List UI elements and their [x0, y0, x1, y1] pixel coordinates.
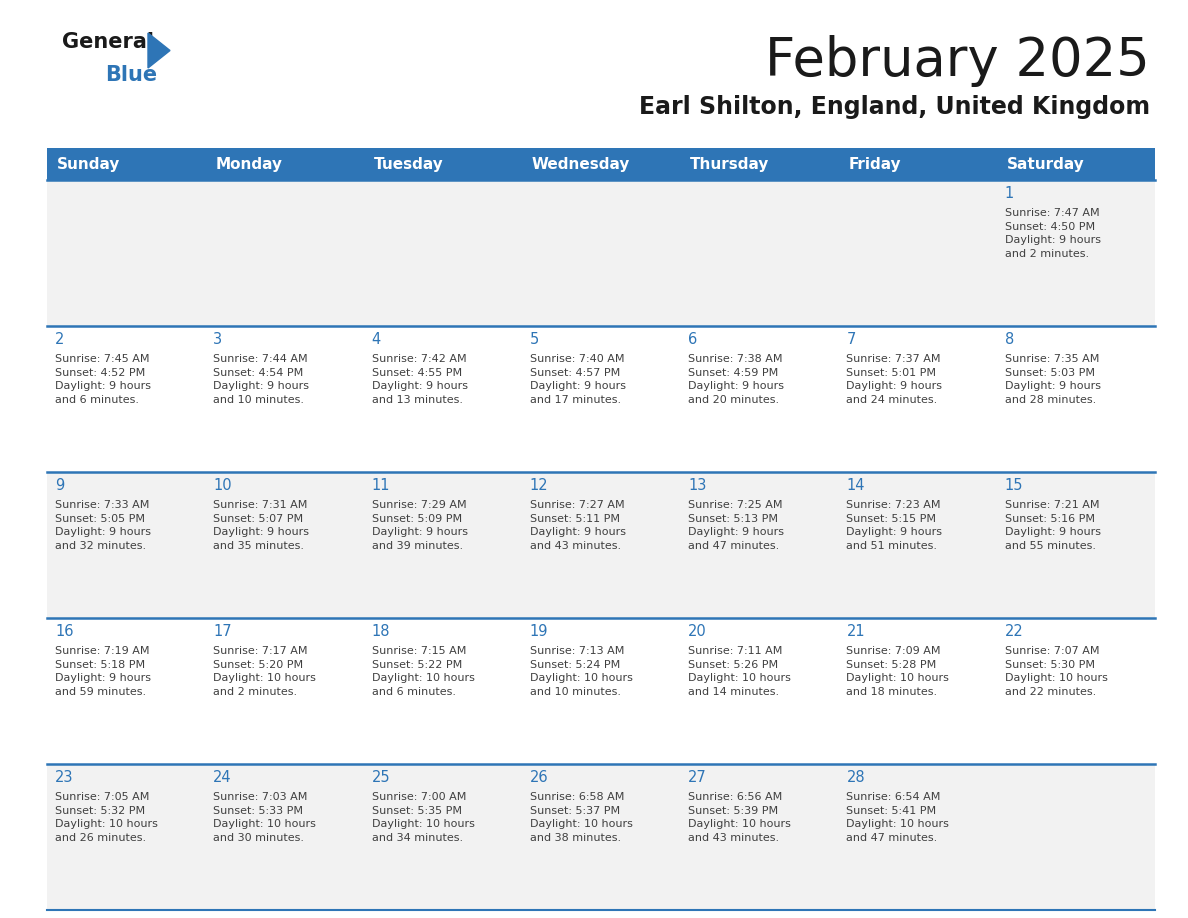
Text: 12: 12	[530, 478, 549, 493]
Bar	[48, 764, 1155, 910]
Text: 27: 27	[688, 770, 707, 785]
Text: 4: 4	[372, 332, 381, 347]
Text: Sunrise: 7:21 AM
Sunset: 5:16 PM
Daylight: 9 hours
and 55 minutes.: Sunrise: 7:21 AM Sunset: 5:16 PM Dayligh…	[1005, 500, 1101, 551]
Text: 16: 16	[55, 624, 74, 639]
Text: Sunrise: 7:42 AM
Sunset: 4:55 PM
Daylight: 9 hours
and 13 minutes.: Sunrise: 7:42 AM Sunset: 4:55 PM Dayligh…	[372, 354, 468, 405]
Text: Monday: Monday	[215, 156, 283, 172]
Text: Saturday: Saturday	[1006, 156, 1085, 172]
Bar	[48, 148, 206, 180]
Text: Sunrise: 7:44 AM
Sunset: 4:54 PM
Daylight: 9 hours
and 10 minutes.: Sunrise: 7:44 AM Sunset: 4:54 PM Dayligh…	[214, 354, 309, 405]
Text: General: General	[62, 32, 154, 52]
Text: Sunrise: 7:13 AM
Sunset: 5:24 PM
Daylight: 10 hours
and 10 minutes.: Sunrise: 7:13 AM Sunset: 5:24 PM Dayligh…	[530, 646, 633, 697]
Text: Wednesday: Wednesday	[532, 156, 630, 172]
Text: Sunday: Sunday	[57, 156, 120, 172]
Text: 18: 18	[372, 624, 390, 639]
Bar	[364, 148, 522, 180]
Text: Sunrise: 7:19 AM
Sunset: 5:18 PM
Daylight: 9 hours
and 59 minutes.: Sunrise: 7:19 AM Sunset: 5:18 PM Dayligh…	[55, 646, 151, 697]
Text: 1: 1	[1005, 186, 1015, 201]
Text: 20: 20	[688, 624, 707, 639]
Text: 5: 5	[530, 332, 539, 347]
Text: Earl Shilton, England, United Kingdom: Earl Shilton, England, United Kingdom	[639, 95, 1150, 119]
Text: 14: 14	[846, 478, 865, 493]
Text: 15: 15	[1005, 478, 1023, 493]
Text: Sunrise: 7:00 AM
Sunset: 5:35 PM
Daylight: 10 hours
and 34 minutes.: Sunrise: 7:00 AM Sunset: 5:35 PM Dayligh…	[372, 792, 474, 843]
Polygon shape	[148, 33, 170, 68]
Text: 7: 7	[846, 332, 855, 347]
Text: Sunrise: 7:33 AM
Sunset: 5:05 PM
Daylight: 9 hours
and 32 minutes.: Sunrise: 7:33 AM Sunset: 5:05 PM Dayligh…	[55, 500, 151, 551]
Bar	[839, 148, 997, 180]
Text: 8: 8	[1005, 332, 1015, 347]
Text: 28: 28	[846, 770, 865, 785]
Text: Sunrise: 7:31 AM
Sunset: 5:07 PM
Daylight: 9 hours
and 35 minutes.: Sunrise: 7:31 AM Sunset: 5:07 PM Dayligh…	[214, 500, 309, 551]
Text: 2: 2	[55, 332, 64, 347]
Text: Sunrise: 7:47 AM
Sunset: 4:50 PM
Daylight: 9 hours
and 2 minutes.: Sunrise: 7:47 AM Sunset: 4:50 PM Dayligh…	[1005, 208, 1101, 259]
Text: 3: 3	[214, 332, 222, 347]
Text: Sunrise: 7:35 AM
Sunset: 5:03 PM
Daylight: 9 hours
and 28 minutes.: Sunrise: 7:35 AM Sunset: 5:03 PM Dayligh…	[1005, 354, 1101, 405]
Text: Sunrise: 7:11 AM
Sunset: 5:26 PM
Daylight: 10 hours
and 14 minutes.: Sunrise: 7:11 AM Sunset: 5:26 PM Dayligh…	[688, 646, 791, 697]
Text: 24: 24	[214, 770, 232, 785]
Text: 26: 26	[530, 770, 549, 785]
Text: Sunrise: 7:25 AM
Sunset: 5:13 PM
Daylight: 9 hours
and 47 minutes.: Sunrise: 7:25 AM Sunset: 5:13 PM Dayligh…	[688, 500, 784, 551]
Text: Sunrise: 7:09 AM
Sunset: 5:28 PM
Daylight: 10 hours
and 18 minutes.: Sunrise: 7:09 AM Sunset: 5:28 PM Dayligh…	[846, 646, 949, 697]
Bar	[206, 148, 364, 180]
Text: 6: 6	[688, 332, 697, 347]
Text: February 2025: February 2025	[765, 35, 1150, 87]
Text: 19: 19	[530, 624, 549, 639]
Text: Sunrise: 7:27 AM
Sunset: 5:11 PM
Daylight: 9 hours
and 43 minutes.: Sunrise: 7:27 AM Sunset: 5:11 PM Dayligh…	[530, 500, 626, 551]
Text: 22: 22	[1005, 624, 1024, 639]
Bar	[48, 618, 1155, 764]
Text: 13: 13	[688, 478, 707, 493]
Bar	[522, 148, 681, 180]
Text: Thursday: Thursday	[690, 156, 770, 172]
Text: Sunrise: 6:58 AM
Sunset: 5:37 PM
Daylight: 10 hours
and 38 minutes.: Sunrise: 6:58 AM Sunset: 5:37 PM Dayligh…	[530, 792, 633, 843]
Bar	[48, 326, 1155, 472]
Text: Sunrise: 7:15 AM
Sunset: 5:22 PM
Daylight: 10 hours
and 6 minutes.: Sunrise: 7:15 AM Sunset: 5:22 PM Dayligh…	[372, 646, 474, 697]
Text: Sunrise: 7:23 AM
Sunset: 5:15 PM
Daylight: 9 hours
and 51 minutes.: Sunrise: 7:23 AM Sunset: 5:15 PM Dayligh…	[846, 500, 942, 551]
Bar	[681, 148, 839, 180]
Bar	[997, 148, 1155, 180]
Text: 25: 25	[372, 770, 390, 785]
Text: 11: 11	[372, 478, 390, 493]
Text: Tuesday: Tuesday	[373, 156, 443, 172]
Text: Sunrise: 7:37 AM
Sunset: 5:01 PM
Daylight: 9 hours
and 24 minutes.: Sunrise: 7:37 AM Sunset: 5:01 PM Dayligh…	[846, 354, 942, 405]
Text: Sunrise: 7:40 AM
Sunset: 4:57 PM
Daylight: 9 hours
and 17 minutes.: Sunrise: 7:40 AM Sunset: 4:57 PM Dayligh…	[530, 354, 626, 405]
Bar	[48, 180, 1155, 326]
Text: Sunrise: 7:05 AM
Sunset: 5:32 PM
Daylight: 10 hours
and 26 minutes.: Sunrise: 7:05 AM Sunset: 5:32 PM Dayligh…	[55, 792, 158, 843]
Text: Sunrise: 7:07 AM
Sunset: 5:30 PM
Daylight: 10 hours
and 22 minutes.: Sunrise: 7:07 AM Sunset: 5:30 PM Dayligh…	[1005, 646, 1107, 697]
Text: Sunrise: 7:45 AM
Sunset: 4:52 PM
Daylight: 9 hours
and 6 minutes.: Sunrise: 7:45 AM Sunset: 4:52 PM Dayligh…	[55, 354, 151, 405]
Text: Blue: Blue	[105, 65, 157, 85]
Text: Sunrise: 7:38 AM
Sunset: 4:59 PM
Daylight: 9 hours
and 20 minutes.: Sunrise: 7:38 AM Sunset: 4:59 PM Dayligh…	[688, 354, 784, 405]
Bar	[48, 472, 1155, 618]
Text: Sunrise: 6:56 AM
Sunset: 5:39 PM
Daylight: 10 hours
and 43 minutes.: Sunrise: 6:56 AM Sunset: 5:39 PM Dayligh…	[688, 792, 791, 843]
Text: 9: 9	[55, 478, 64, 493]
Text: 21: 21	[846, 624, 865, 639]
Text: Sunrise: 7:03 AM
Sunset: 5:33 PM
Daylight: 10 hours
and 30 minutes.: Sunrise: 7:03 AM Sunset: 5:33 PM Dayligh…	[214, 792, 316, 843]
Text: Sunrise: 7:17 AM
Sunset: 5:20 PM
Daylight: 10 hours
and 2 minutes.: Sunrise: 7:17 AM Sunset: 5:20 PM Dayligh…	[214, 646, 316, 697]
Text: 10: 10	[214, 478, 232, 493]
Text: Friday: Friday	[848, 156, 901, 172]
Text: 17: 17	[214, 624, 232, 639]
Text: 23: 23	[55, 770, 74, 785]
Text: Sunrise: 6:54 AM
Sunset: 5:41 PM
Daylight: 10 hours
and 47 minutes.: Sunrise: 6:54 AM Sunset: 5:41 PM Dayligh…	[846, 792, 949, 843]
Text: Sunrise: 7:29 AM
Sunset: 5:09 PM
Daylight: 9 hours
and 39 minutes.: Sunrise: 7:29 AM Sunset: 5:09 PM Dayligh…	[372, 500, 468, 551]
